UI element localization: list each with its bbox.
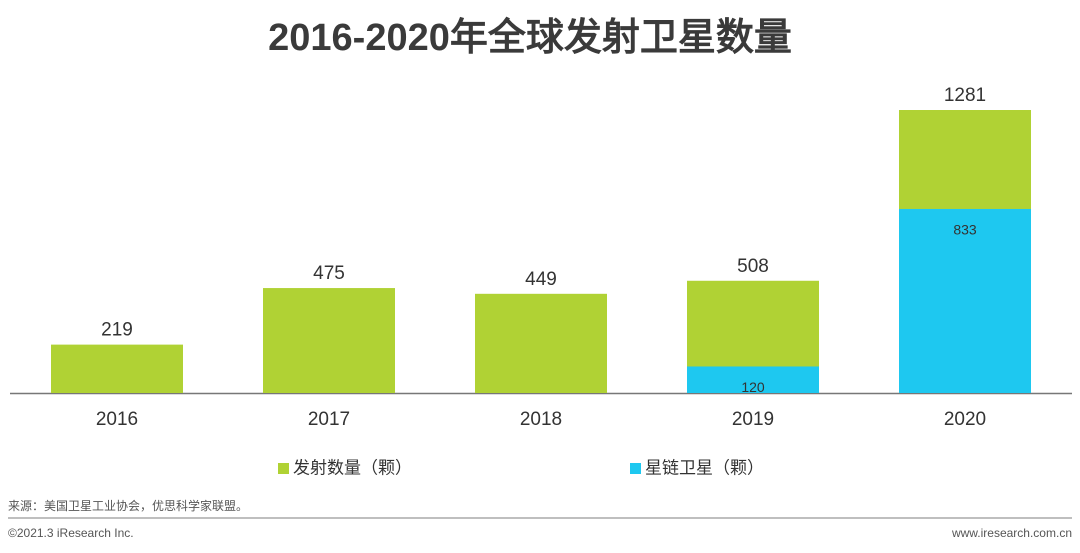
bar — [899, 208, 1031, 393]
copyright: ©2021.3 iResearch Inc. — [8, 526, 134, 540]
value-label: 120 — [741, 379, 765, 395]
value-label: 833 — [953, 222, 977, 238]
value-label: 475 — [313, 263, 345, 284]
x-tick-label: 2020 — [944, 409, 986, 430]
bar — [475, 293, 607, 393]
legend-swatch — [278, 463, 289, 474]
chart-title: 2016-2020年全球发射卫星数量 — [268, 16, 792, 59]
value-label: 1281 — [944, 85, 986, 106]
value-label: 449 — [525, 269, 557, 290]
value-label: 219 — [101, 320, 133, 341]
legend-swatch — [630, 463, 641, 474]
x-tick-label: 2018 — [520, 409, 562, 430]
x-tick-label: 2019 — [732, 409, 774, 430]
bar — [687, 366, 819, 393]
website: www.iresearch.com.cn — [951, 526, 1072, 540]
legend-label: 星链卫星（颗） — [645, 458, 764, 477]
source: 来源：美国卫星工业协会，优思科学家联盟。 — [8, 498, 248, 513]
bar — [263, 288, 395, 393]
x-tick-label: 2016 — [96, 409, 138, 430]
legend-label: 发射数量（颗） — [293, 458, 412, 477]
value-label: 508 — [737, 256, 769, 277]
bar — [51, 344, 183, 393]
x-tick-label: 2017 — [308, 409, 350, 430]
